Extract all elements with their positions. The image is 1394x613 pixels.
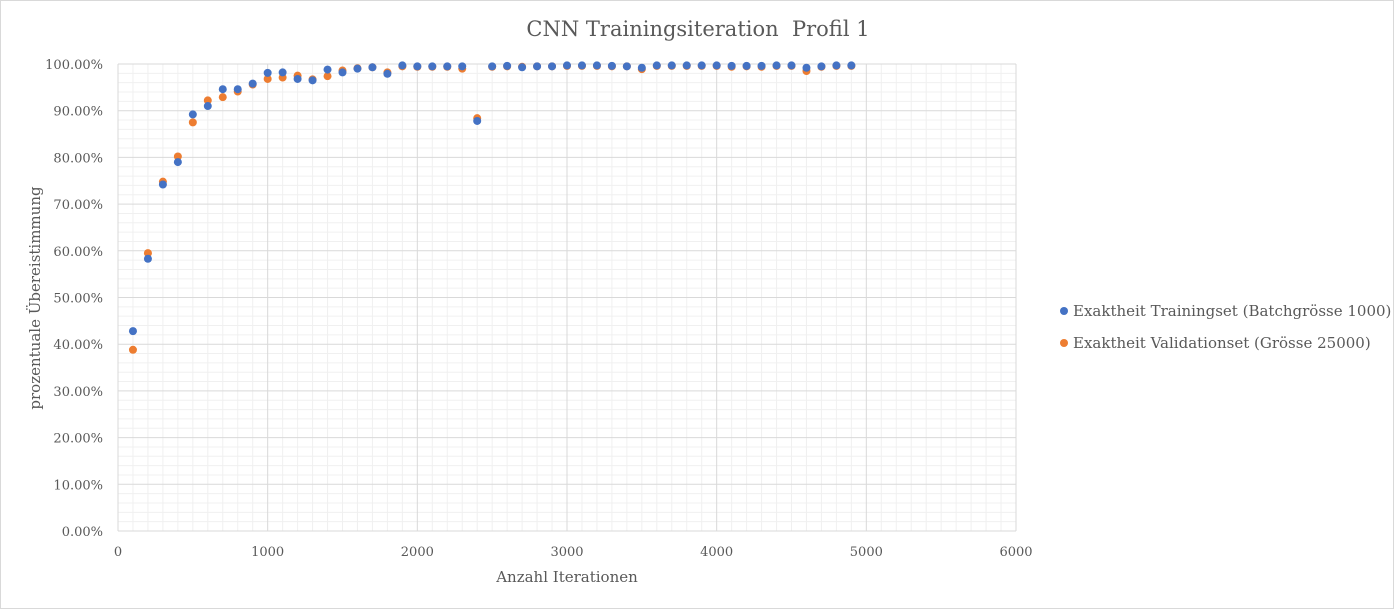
data-point xyxy=(563,61,571,70)
data-point xyxy=(323,65,332,74)
x-tick-label: 4000 xyxy=(700,545,733,560)
data-point xyxy=(592,61,601,70)
data-point xyxy=(682,61,691,70)
legend-label: Exaktheit Trainingset (Batchgrösse 1000) xyxy=(1073,302,1391,320)
x-tick-label: 1000 xyxy=(251,545,284,560)
data-point xyxy=(338,68,347,77)
data-point xyxy=(173,152,182,161)
data-point xyxy=(188,118,197,127)
y-axis-label: prozentuale Übereistimmung xyxy=(26,186,44,410)
data-point xyxy=(383,69,392,78)
series-1 xyxy=(128,61,856,336)
data-point xyxy=(712,61,721,70)
legend-marker xyxy=(1060,307,1068,315)
x-axis-tick-labels: 0 1000 2000 3000 4000 5000 6000 xyxy=(114,545,1033,560)
data-point xyxy=(637,63,646,72)
x-axis-label: Anzahl Iterationen xyxy=(495,568,638,586)
data-point xyxy=(203,102,212,111)
legend-item: Exaktheit Validationset (Grösse 25000) xyxy=(1060,334,1371,352)
data-point xyxy=(143,249,152,258)
data-point xyxy=(128,345,137,354)
data-point xyxy=(667,61,676,70)
data-point xyxy=(188,110,197,119)
data-points xyxy=(128,61,856,354)
legend-marker xyxy=(1060,339,1068,347)
y-tick-label: 100.00% xyxy=(45,58,103,73)
data-point xyxy=(173,158,182,167)
y-tick-label: 70.00% xyxy=(53,198,103,213)
data-point xyxy=(278,68,287,77)
x-tick-label: 5000 xyxy=(850,545,883,560)
data-point xyxy=(413,62,422,71)
y-tick-label: 20.00% xyxy=(53,432,103,447)
chart-title: CNN Trainingsiteration Profil 1 xyxy=(526,17,869,41)
y-tick-label: 50.00% xyxy=(53,292,103,307)
y-tick-label: 0.00% xyxy=(62,525,103,540)
data-point xyxy=(518,63,527,72)
data-point xyxy=(622,62,631,71)
data-point xyxy=(353,64,362,73)
data-point xyxy=(488,62,497,71)
x-tick-label: 0 xyxy=(114,545,122,560)
data-point xyxy=(158,180,167,189)
data-point xyxy=(308,76,317,85)
data-point xyxy=(742,61,751,70)
major-gridlines xyxy=(117,63,1017,532)
data-point xyxy=(428,62,437,71)
data-point xyxy=(832,61,841,70)
data-point xyxy=(847,61,856,70)
data-point xyxy=(263,74,272,83)
y-tick-label: 60.00% xyxy=(53,245,103,260)
data-point xyxy=(772,61,781,70)
data-point xyxy=(533,62,542,71)
legend-label: Exaktheit Validationset (Grösse 25000) xyxy=(1073,334,1371,352)
y-axis-tick-labels: 0.00% 10.00% 20.00% 30.00% 40.00% 50.00% 60.00… xyxy=(45,58,103,540)
data-point xyxy=(757,61,766,70)
y-tick-label: 40.00% xyxy=(53,338,103,353)
data-point xyxy=(293,74,302,83)
data-point xyxy=(218,85,227,94)
data-point xyxy=(697,61,706,70)
x-tick-label: 6000 xyxy=(999,545,1032,560)
data-point xyxy=(323,72,332,81)
x-tick-label: 2000 xyxy=(401,545,434,560)
data-point xyxy=(473,116,482,125)
data-point xyxy=(607,61,616,70)
data-point xyxy=(248,79,257,88)
data-point xyxy=(443,62,452,71)
x-tick-label: 3000 xyxy=(550,545,583,560)
data-point xyxy=(787,61,796,70)
y-tick-label: 10.00% xyxy=(53,478,103,493)
data-point xyxy=(143,254,152,263)
data-point xyxy=(398,61,407,70)
data-point xyxy=(263,68,272,77)
data-point xyxy=(458,62,467,71)
data-point xyxy=(727,61,736,70)
data-point xyxy=(203,96,212,105)
data-point xyxy=(652,61,661,70)
data-point xyxy=(577,61,586,70)
data-point xyxy=(548,62,557,71)
y-tick-label: 30.00% xyxy=(53,385,103,400)
y-tick-label: 90.00% xyxy=(53,105,103,120)
data-point xyxy=(503,61,512,70)
data-point xyxy=(218,93,227,102)
data-point xyxy=(817,62,826,71)
data-point xyxy=(802,63,811,72)
data-point xyxy=(368,63,377,72)
y-tick-label: 80.00% xyxy=(53,151,103,166)
data-point xyxy=(233,85,242,94)
legend-item: Exaktheit Trainingset (Batchgrösse 1000) xyxy=(1060,302,1391,320)
data-point xyxy=(128,327,137,336)
legend: Exaktheit Trainingset (Batchgrösse 1000)… xyxy=(1060,302,1391,352)
